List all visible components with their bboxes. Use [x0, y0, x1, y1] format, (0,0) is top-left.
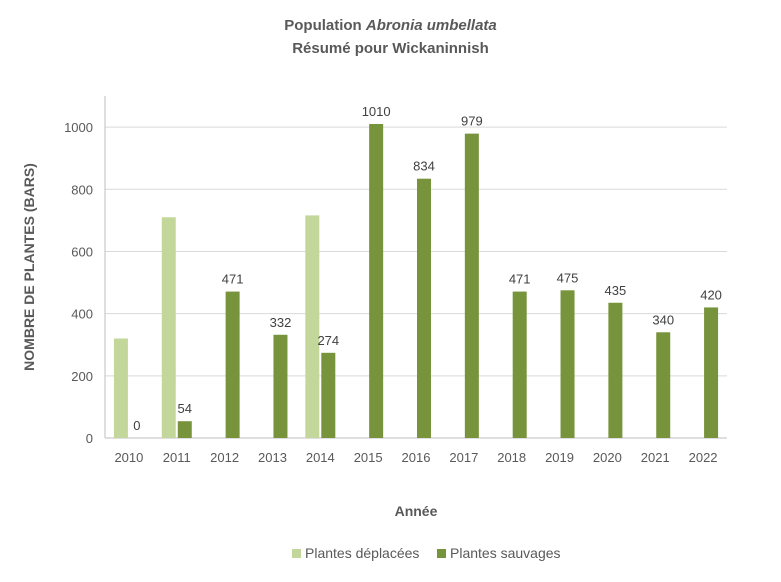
x-tick-label: 2013: [258, 450, 287, 465]
bar-plantes-sauvages: [608, 302, 623, 438]
bar-plantes-sauvages: [177, 421, 192, 438]
bar-plantes-deplacees: [305, 215, 320, 438]
title-species: Abronia umbellata: [365, 17, 497, 34]
bar-plantes-sauvages: [369, 123, 384, 439]
x-tick-label: 2014: [306, 450, 335, 465]
x-tick-label: 2015: [354, 450, 383, 465]
legend-label: Plantes sauvages: [450, 545, 561, 561]
data-label: 0: [133, 418, 140, 433]
y-tick-label: 800: [71, 182, 93, 197]
data-label: 274: [317, 333, 339, 348]
x-tick-label: 2021: [641, 450, 670, 465]
data-label: 420: [700, 287, 722, 302]
bar-plantes-sauvages: [273, 334, 288, 438]
bar-plantes-sauvages: [464, 133, 479, 438]
data-label: 1010: [362, 104, 391, 119]
data-label: 54: [178, 401, 192, 416]
bar-plantes-sauvages: [560, 290, 575, 438]
chart-title: Population Abronia umbellata: [0, 17, 781, 34]
data-label: 471: [222, 272, 244, 287]
bar-plantes-sauvages: [225, 291, 240, 438]
x-tick-label: 2019: [545, 450, 574, 465]
x-tick-label: 2020: [593, 450, 622, 465]
data-label: 471: [509, 272, 531, 287]
bar-plantes-deplacees: [113, 338, 128, 438]
chart-subtitle: Résumé pour Wickaninnish: [292, 40, 489, 57]
legend-swatch: [292, 549, 301, 558]
y-axis-title: NOMBRE DE PLANTES (BARS): [21, 163, 37, 371]
bar-plantes-sauvages: [321, 352, 336, 438]
y-tick-label: 0: [86, 431, 93, 446]
y-tick-label: 1000: [64, 120, 93, 135]
bar-plantes-sauvages: [704, 307, 719, 438]
data-label: 475: [557, 270, 579, 285]
x-axis-title: Année: [395, 503, 438, 519]
x-tick-label: 2011: [163, 450, 191, 465]
bar-plantes-sauvages: [656, 332, 671, 438]
data-label: 340: [652, 312, 674, 327]
data-label: 332: [270, 315, 292, 330]
y-tick-label: 600: [71, 244, 93, 259]
y-tick-label: 200: [71, 369, 93, 384]
x-tick-label: 2022: [689, 450, 718, 465]
x-tick-label: 2010: [114, 450, 143, 465]
bar-plantes-sauvages: [512, 291, 527, 438]
x-tick-label: 2018: [497, 450, 526, 465]
title-text: Population: [284, 17, 366, 34]
x-tick-label: 2017: [449, 450, 478, 465]
x-tick-label: 2012: [210, 450, 239, 465]
legend-label: Plantes déplacées: [305, 545, 419, 561]
data-label: 979: [461, 114, 483, 129]
data-label: 834: [413, 159, 435, 174]
data-label: 435: [605, 283, 627, 298]
bar-plantes-deplacees: [161, 217, 176, 438]
y-tick-label: 400: [71, 307, 93, 322]
legend-swatch: [437, 549, 446, 558]
x-tick-label: 2016: [402, 450, 431, 465]
bar-plantes-sauvages: [417, 178, 431, 438]
